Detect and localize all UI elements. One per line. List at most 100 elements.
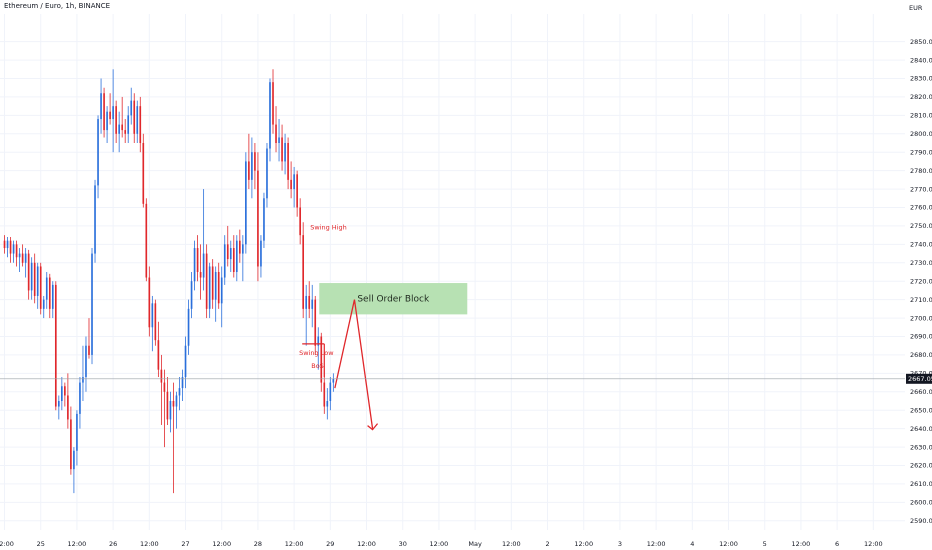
- candle-body: [36, 266, 39, 296]
- candle-body: [266, 148, 268, 199]
- candle-body: [133, 100, 136, 134]
- candle-body: [85, 345, 87, 378]
- candle-body: [157, 340, 160, 370]
- candle-body: [196, 248, 199, 272]
- candle-body: [202, 253, 205, 278]
- projection-arrow-head: [367, 423, 379, 431]
- candle-body: [103, 93, 105, 131]
- candle-body: [260, 240, 262, 267]
- candle-body: [311, 299, 314, 309]
- bos-label: BoS: [311, 362, 324, 370]
- candle-body: [106, 111, 108, 131]
- candles-layer: [3, 69, 335, 494]
- candle-body: [100, 93, 102, 120]
- y-tick-label: 2820.00: [910, 93, 932, 101]
- candle-body: [305, 295, 308, 309]
- y-tick-label: 2640.00: [910, 425, 932, 433]
- swing-high-label: Swing High: [310, 224, 347, 232]
- candle-body: [169, 401, 172, 420]
- candle-body: [329, 382, 332, 401]
- candle-body: [3, 240, 6, 249]
- y-tick-label: 2740.00: [910, 241, 932, 249]
- y-tick-label: 2680.00: [910, 351, 932, 359]
- candle-body: [208, 266, 211, 309]
- candle-body: [39, 266, 42, 309]
- candle-body: [142, 143, 145, 204]
- candle-body: [226, 244, 229, 260]
- y-tick-label: 2780.00: [910, 167, 932, 175]
- candle-body: [64, 386, 66, 396]
- candle-body: [130, 100, 133, 116]
- candle-body: [205, 253, 208, 309]
- y-tick-label: 2730.00: [910, 259, 932, 267]
- candle-body: [136, 106, 139, 134]
- candle-body: [88, 345, 90, 355]
- y-tick-label: 2590.00: [910, 517, 932, 525]
- x-tick-label: 12:00: [0, 540, 14, 548]
- candle-body: [124, 130, 127, 134]
- candle-body: [214, 272, 217, 300]
- y-tick-label: 2610.00: [910, 480, 932, 488]
- candle-body: [57, 401, 60, 407]
- candle-body: [332, 378, 335, 383]
- candle-body: [281, 137, 283, 162]
- y-tick-label: 2810.00: [910, 112, 932, 120]
- y-tick-label: 2720.00: [910, 277, 932, 285]
- candle-body: [181, 377, 184, 389]
- candle-body: [251, 152, 253, 180]
- x-tick-label: 26: [109, 540, 117, 548]
- candle-body: [175, 395, 178, 407]
- y-tick-label: 2790.00: [910, 148, 932, 156]
- x-tick-label: 12:00: [647, 540, 666, 548]
- candle-body: [51, 284, 54, 309]
- candle-body: [33, 262, 36, 296]
- candle-body: [299, 207, 301, 236]
- candle-body: [232, 248, 235, 272]
- candle-body: [91, 253, 93, 355]
- candle-body: [290, 179, 292, 190]
- candle-body: [284, 143, 286, 162]
- y-tick-label: 2830.00: [910, 75, 932, 83]
- candle-body: [275, 124, 277, 143]
- candle-body: [172, 401, 175, 407]
- projection-arrow: [334, 299, 374, 429]
- candle-body: [184, 345, 187, 378]
- y-tick-label: 2670.00: [910, 370, 932, 378]
- candle-body: [163, 382, 166, 392]
- candle-body: [76, 413, 78, 451]
- candle-body: [115, 106, 117, 134]
- candle-body: [314, 299, 317, 346]
- candle-body: [238, 240, 241, 254]
- candle-body: [254, 152, 256, 171]
- y-tick-label: 2660.00: [910, 388, 932, 396]
- candle-body: [70, 419, 72, 470]
- candle-body: [151, 303, 154, 328]
- y-tick-label: 2770.00: [910, 185, 932, 193]
- candle-body: [320, 336, 323, 383]
- y-tick-label: 2800.00: [910, 130, 932, 138]
- y-tick-label: 2750.00: [910, 222, 932, 230]
- candle-body: [27, 253, 30, 291]
- candle-body: [45, 277, 48, 300]
- y-tick-label: 2760.00: [910, 204, 932, 212]
- candle-body: [145, 203, 148, 278]
- candle-body: [302, 235, 305, 309]
- price-axis[interactable]: 2590.00 2600.00 2610.00 2620.00 2630.00 2640.…: [910, 38, 932, 525]
- chart-title: Ethereum / Euro, 1h, BINANCE: [4, 2, 111, 10]
- time-axis[interactable]: 12:002512:002612:002712:002812:002912:00…: [0, 540, 883, 548]
- candle-body: [148, 277, 151, 328]
- y-tick-label: 2690.00: [910, 333, 932, 341]
- grid-lines: [0, 14, 905, 530]
- x-tick-label: 12:00: [285, 540, 304, 548]
- candle-body: [317, 336, 320, 346]
- x-tick-label: 12:00: [212, 540, 231, 548]
- x-tick-label: 12:00: [719, 540, 738, 548]
- candle-body: [245, 161, 247, 245]
- y-tick-label: 2850.00: [910, 38, 932, 46]
- sell-order-block[interactable]: [319, 283, 468, 315]
- sell-order-block-label: Sell Order Block: [357, 295, 430, 305]
- candle-body: [48, 277, 51, 309]
- candle-body: [97, 119, 99, 186]
- candle-body: [73, 450, 75, 470]
